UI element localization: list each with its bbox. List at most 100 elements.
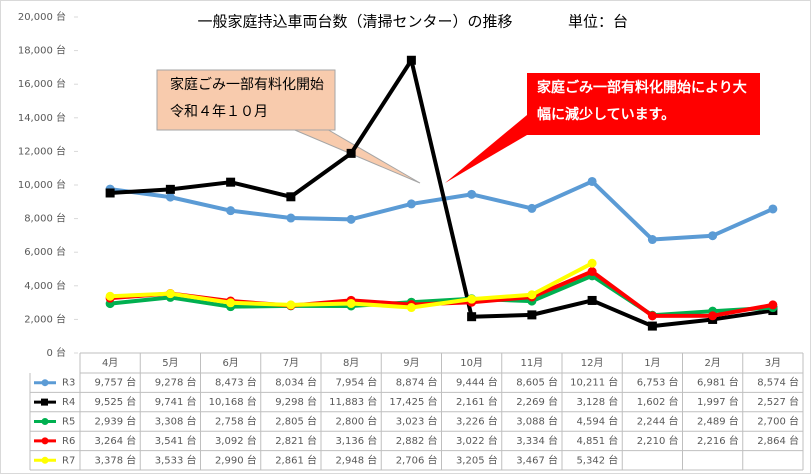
callout-pointer xyxy=(445,115,527,183)
marker xyxy=(527,310,537,320)
marker xyxy=(708,311,718,321)
y-tick-label: 8,000 台 xyxy=(24,212,66,225)
data-label: 4,851 台 xyxy=(576,434,618,447)
annotation-text: 令和４年１０月 xyxy=(170,104,268,120)
marker xyxy=(406,303,416,313)
legend-label: R3 xyxy=(62,378,75,389)
data-label: 9,278 台 xyxy=(155,376,197,389)
data-label: 2,805 台 xyxy=(275,415,317,428)
data-label: 7,954 台 xyxy=(335,376,377,389)
marker xyxy=(527,290,537,300)
marker xyxy=(647,311,657,321)
data-label: 3,541 台 xyxy=(155,434,197,447)
data-label: 8,574 台 xyxy=(757,376,799,389)
marker xyxy=(587,258,597,268)
unit-label: 単位：台 xyxy=(568,13,628,31)
data-label: 2,244 台 xyxy=(637,415,679,428)
data-label: 9,757 台 xyxy=(94,376,136,389)
data-label: 11,883 台 xyxy=(329,395,377,408)
annotation-text: 家庭ごみ一部有料化開始により大 xyxy=(537,79,747,96)
y-tick-label: 0 台 xyxy=(46,346,66,359)
x-tick-label: 5月 xyxy=(162,357,178,369)
data-label: 6,753 台 xyxy=(637,376,679,389)
data-label: 2,864 台 xyxy=(757,434,799,447)
y-tick-label: 10,000 台 xyxy=(18,178,66,191)
data-label: 2,758 台 xyxy=(215,415,257,428)
data-label: 9,298 台 xyxy=(275,395,317,408)
marker xyxy=(708,231,718,241)
data-label: 8,874 台 xyxy=(396,376,438,389)
data-label: 2,700 台 xyxy=(757,415,799,428)
marker xyxy=(406,55,416,65)
y-tick-label: 20,000 台 xyxy=(18,10,66,23)
marker xyxy=(587,176,597,186)
marker xyxy=(647,321,657,331)
marker xyxy=(467,312,477,322)
annotation-text: 幅に減少しています。 xyxy=(537,106,675,123)
data-label: 3,533 台 xyxy=(155,453,197,466)
data-label: 9,741 台 xyxy=(155,395,197,408)
data-label: 17,425 台 xyxy=(389,395,437,408)
y-tick-label: 12,000 台 xyxy=(18,144,66,157)
series-line xyxy=(110,58,774,329)
x-tick-label: 8月 xyxy=(343,357,359,369)
data-label: 3,088 台 xyxy=(516,415,558,428)
data-label: 8,473 台 xyxy=(215,376,257,389)
x-tick-label: 9月 xyxy=(403,357,419,369)
data-label: 3,378 台 xyxy=(94,453,136,466)
x-tick-label: 7月 xyxy=(283,357,299,369)
marker xyxy=(286,213,296,223)
data-label: 3,136 台 xyxy=(335,434,377,447)
data-label: 2,948 台 xyxy=(335,453,377,466)
callout-box xyxy=(156,69,336,131)
marker xyxy=(346,298,356,308)
marker xyxy=(226,206,236,216)
x-tick-label: 6月 xyxy=(222,357,238,369)
data-label: 8,034 台 xyxy=(275,376,317,389)
legend-marker xyxy=(41,418,49,425)
data-label: 3,226 台 xyxy=(456,415,498,428)
marker xyxy=(527,203,537,213)
y-tick-label: 16,000 台 xyxy=(18,77,66,90)
marker xyxy=(286,300,296,310)
y-tick-label: 14,000 台 xyxy=(18,111,66,124)
data-label: 9,525 台 xyxy=(94,395,136,408)
legend-label: R5 xyxy=(62,417,75,428)
marker xyxy=(587,295,597,305)
data-label: 8,605 台 xyxy=(516,376,558,389)
data-label: 5,342 台 xyxy=(576,453,618,466)
legend-marker xyxy=(41,398,48,406)
marker xyxy=(165,184,175,194)
data-label: 3,023 台 xyxy=(396,415,438,428)
x-tick-label: 11月 xyxy=(521,357,544,369)
data-label: 10,211 台 xyxy=(570,376,618,389)
data-label: 9,444 台 xyxy=(456,376,498,389)
data-label: 2,821 台 xyxy=(275,434,317,447)
data-label: 3,334 台 xyxy=(516,434,558,447)
data-label: 3,128 台 xyxy=(576,395,618,408)
y-tick-label: 2,000 台 xyxy=(24,312,66,325)
data-label: 2,990 台 xyxy=(215,453,257,466)
y-tick-label: 6,000 台 xyxy=(24,245,66,258)
annotation-text: 家庭ごみ一部有料化開始 xyxy=(170,76,324,93)
data-label: 1,602 台 xyxy=(637,395,679,408)
data-label: 3,092 台 xyxy=(215,434,257,447)
data-label: 4,594 台 xyxy=(576,415,618,428)
x-tick-label: 3月 xyxy=(765,357,781,369)
legend-marker xyxy=(41,379,49,387)
data-label: 6,981 台 xyxy=(697,376,739,389)
x-tick-label: 10月 xyxy=(460,357,483,369)
data-label: 2,489 台 xyxy=(697,415,739,428)
data-label: 2,161 台 xyxy=(456,395,498,408)
data-label: 2,216 台 xyxy=(697,434,739,447)
data-label: 2,210 台 xyxy=(637,434,679,447)
marker xyxy=(768,204,778,214)
marker xyxy=(105,291,115,301)
data-label: 10,168 台 xyxy=(209,395,257,408)
chart-title: 一般家庭持込車両台数（清掃センター）の推移 xyxy=(197,13,512,31)
marker xyxy=(406,199,416,209)
legend-label: R7 xyxy=(62,455,75,466)
marker xyxy=(226,298,236,308)
x-tick-label: 12月 xyxy=(581,357,604,369)
